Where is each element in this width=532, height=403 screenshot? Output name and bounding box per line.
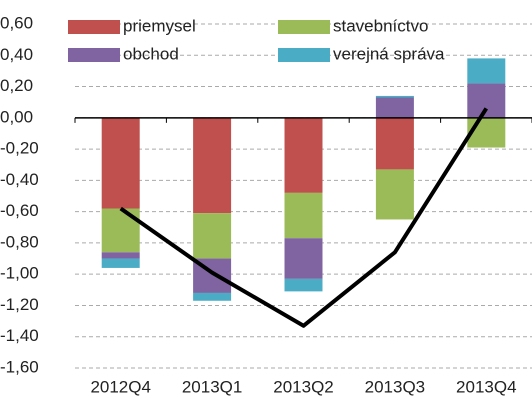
total-line bbox=[119, 107, 488, 328]
legend-swatch bbox=[278, 20, 330, 34]
legend-swatch bbox=[68, 20, 120, 34]
y-tick-label: -1,40 bbox=[0, 326, 39, 345]
bar-segment bbox=[375, 169, 414, 220]
y-tick-label: -1,00 bbox=[0, 264, 39, 283]
bar-segment bbox=[101, 252, 140, 259]
x-tick-label: 2013Q1 bbox=[182, 377, 243, 396]
legend-label: stavebníctvo bbox=[333, 16, 428, 35]
y-tick-label: -0,40 bbox=[0, 170, 39, 189]
bar-segment bbox=[467, 117, 506, 148]
bar-segment bbox=[375, 95, 414, 98]
y-tick-label: -0,80 bbox=[0, 232, 39, 251]
bar-segment bbox=[375, 117, 414, 170]
legend-label: obchod bbox=[123, 44, 179, 63]
bar-segment bbox=[101, 258, 140, 268]
bar-segment bbox=[467, 83, 506, 118]
legend-swatch bbox=[278, 48, 330, 62]
y-tick-label: -1,20 bbox=[0, 295, 39, 314]
bar-segment bbox=[284, 278, 323, 292]
y-tick-label: 0,20 bbox=[0, 76, 33, 95]
x-tick-label: 2012Q4 bbox=[90, 377, 151, 396]
y-tick-label: 0,60 bbox=[0, 13, 33, 32]
bar-segment bbox=[193, 213, 232, 259]
legend-label: priemysel bbox=[123, 16, 196, 35]
bar-segment bbox=[193, 117, 232, 214]
legend-swatch bbox=[68, 48, 120, 62]
bar-segment bbox=[101, 117, 140, 209]
legend-label: verejná správa bbox=[333, 44, 445, 63]
x-tick-label: 2013Q3 bbox=[365, 377, 426, 396]
y-tick-label: 0,40 bbox=[0, 45, 33, 64]
y-tick-label: 0,00 bbox=[0, 107, 33, 126]
bar-segment bbox=[101, 208, 140, 253]
bar-segment bbox=[375, 97, 414, 118]
y-tick-label: -0,60 bbox=[0, 201, 39, 220]
x-tick-label: 2013Q2 bbox=[273, 377, 334, 396]
y-tick-label: -1,60 bbox=[0, 357, 39, 376]
bar-segment bbox=[193, 292, 232, 301]
y-tick-label: -0,20 bbox=[0, 139, 39, 158]
bar-segment bbox=[467, 58, 506, 84]
bar-segment bbox=[284, 192, 323, 239]
bar-segment bbox=[284, 238, 323, 279]
bar-segment bbox=[284, 117, 323, 193]
x-tick-label: 2013Q4 bbox=[456, 377, 517, 396]
